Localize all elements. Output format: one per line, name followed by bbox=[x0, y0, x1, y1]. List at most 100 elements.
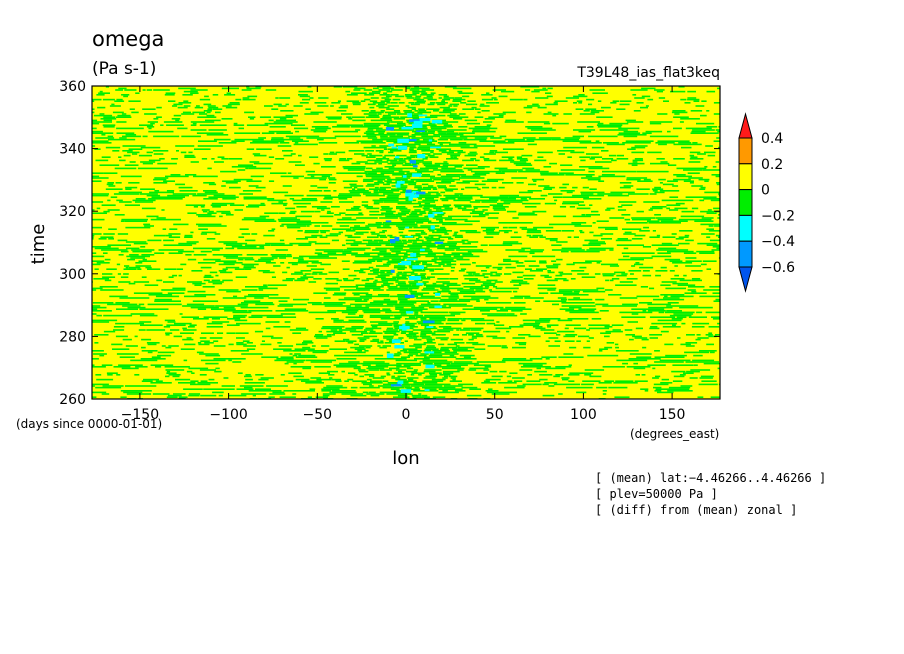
field-cell-negative bbox=[495, 172, 505, 174]
field-cell-negative bbox=[382, 156, 386, 158]
field-cell-negative bbox=[366, 244, 382, 246]
field-cell-negative bbox=[204, 342, 214, 344]
field-cell-negative bbox=[497, 268, 502, 270]
field-cell-negative bbox=[184, 156, 196, 158]
field-cell-negative bbox=[157, 351, 175, 354]
field-cell-negative bbox=[360, 268, 370, 270]
field-cell-negative bbox=[214, 138, 231, 141]
field-cell-negative bbox=[380, 135, 388, 138]
field-cell-negative bbox=[366, 378, 372, 381]
field-cell-negative bbox=[156, 106, 162, 109]
field-cell-negative bbox=[364, 170, 395, 173]
field-cell-negative bbox=[362, 239, 373, 242]
field-cell-negative bbox=[691, 270, 703, 272]
field-cell-negative bbox=[458, 270, 465, 272]
field-cell-negative bbox=[387, 162, 404, 165]
field-cell-negative bbox=[586, 249, 606, 251]
field-cell-negative bbox=[200, 206, 205, 208]
field-cell-negative bbox=[425, 255, 452, 258]
field-cell-negative bbox=[450, 313, 461, 315]
field-cell-negative bbox=[648, 209, 653, 211]
field-cell-negative bbox=[355, 284, 377, 286]
field-cell-negative bbox=[82, 288, 90, 290]
field-cell-negative bbox=[148, 127, 152, 130]
field-cell-negative bbox=[405, 95, 413, 98]
field-cell-negative bbox=[619, 186, 631, 189]
field-cell-negative bbox=[301, 198, 317, 200]
field-cell-negative bbox=[254, 330, 264, 333]
field-cell-moderate-negative bbox=[407, 113, 412, 118]
field-cell-negative bbox=[410, 212, 418, 214]
field-cell-negative bbox=[558, 271, 564, 274]
field-cell-negative bbox=[527, 143, 537, 146]
field-cell-negative bbox=[557, 330, 575, 333]
field-cell-negative bbox=[553, 383, 581, 386]
field-cell-negative bbox=[423, 284, 445, 286]
field-cell-negative bbox=[313, 162, 320, 165]
field-cell-negative bbox=[372, 249, 387, 251]
field-cell-negative bbox=[487, 345, 502, 347]
field-cell-negative bbox=[502, 182, 514, 184]
field-cell-negative bbox=[623, 185, 634, 187]
field-cell-negative bbox=[379, 217, 398, 219]
field-cell-negative bbox=[488, 244, 513, 246]
field-cell-negative bbox=[470, 329, 482, 331]
field-cell-negative bbox=[561, 250, 569, 253]
field-cell-negative bbox=[585, 214, 600, 216]
field-cell-negative bbox=[719, 132, 720, 134]
field-cell-negative bbox=[636, 295, 660, 298]
field-cell-negative bbox=[604, 346, 613, 349]
field-cell-negative bbox=[453, 361, 473, 363]
field-cell-negative bbox=[459, 135, 495, 138]
field-cell-negative bbox=[654, 350, 660, 352]
field-cell-negative bbox=[614, 396, 630, 398]
field-cell-strong-negative bbox=[390, 384, 402, 387]
field-cell-negative bbox=[117, 273, 121, 275]
field-cell-negative bbox=[406, 250, 433, 253]
field-cell-negative bbox=[396, 362, 421, 365]
field-cell-negative bbox=[557, 319, 573, 322]
field-cell-negative bbox=[404, 111, 415, 114]
field-cell-negative bbox=[364, 350, 369, 352]
field-cell-negative bbox=[199, 369, 216, 371]
field-cell-negative bbox=[415, 260, 437, 262]
field-cell-negative bbox=[373, 239, 384, 242]
field-cell-negative bbox=[402, 257, 418, 259]
field-cell-negative bbox=[92, 385, 95, 387]
field-cell-negative bbox=[291, 263, 298, 266]
field-cell-negative bbox=[200, 266, 212, 269]
field-cell-negative bbox=[311, 234, 323, 237]
field-cell-negative bbox=[432, 282, 437, 285]
field-cell-negative bbox=[369, 330, 376, 333]
annotation-lat: [ (mean) lat:−4.46266..4.46266 ] bbox=[595, 471, 826, 485]
field-cell-negative bbox=[190, 89, 208, 91]
field-cell-negative bbox=[523, 322, 541, 325]
field-cell-negative bbox=[200, 233, 207, 235]
field-cell-negative bbox=[107, 374, 113, 376]
field-cell-negative bbox=[427, 130, 435, 133]
field-cell-negative bbox=[658, 311, 664, 314]
field-cell-negative bbox=[109, 295, 128, 298]
field-cell-negative bbox=[121, 367, 139, 370]
field-cell-negative bbox=[204, 95, 209, 98]
field-cell-negative bbox=[471, 337, 477, 339]
field-cell-negative bbox=[634, 158, 643, 160]
field-cell-negative bbox=[187, 212, 197, 214]
field-cell-negative bbox=[345, 239, 356, 242]
field-cell-negative bbox=[268, 297, 290, 299]
field-cell-negative bbox=[388, 287, 409, 290]
field-cell-negative bbox=[396, 206, 406, 208]
field-cell-negative bbox=[506, 313, 515, 315]
field-cell-negative bbox=[361, 154, 368, 157]
field-cell-negative bbox=[486, 124, 492, 126]
field-cell-negative bbox=[471, 106, 477, 109]
field-cell-negative bbox=[169, 228, 178, 230]
field-cell-negative bbox=[298, 94, 308, 96]
field-cell-negative bbox=[310, 377, 322, 379]
field-cell-negative bbox=[622, 142, 651, 144]
field-cell-negative bbox=[242, 340, 250, 342]
field-cell-moderate-negative bbox=[434, 305, 442, 308]
field-cell-negative bbox=[446, 153, 461, 155]
field-cell-negative bbox=[444, 145, 470, 147]
field-cell-negative bbox=[693, 100, 700, 102]
